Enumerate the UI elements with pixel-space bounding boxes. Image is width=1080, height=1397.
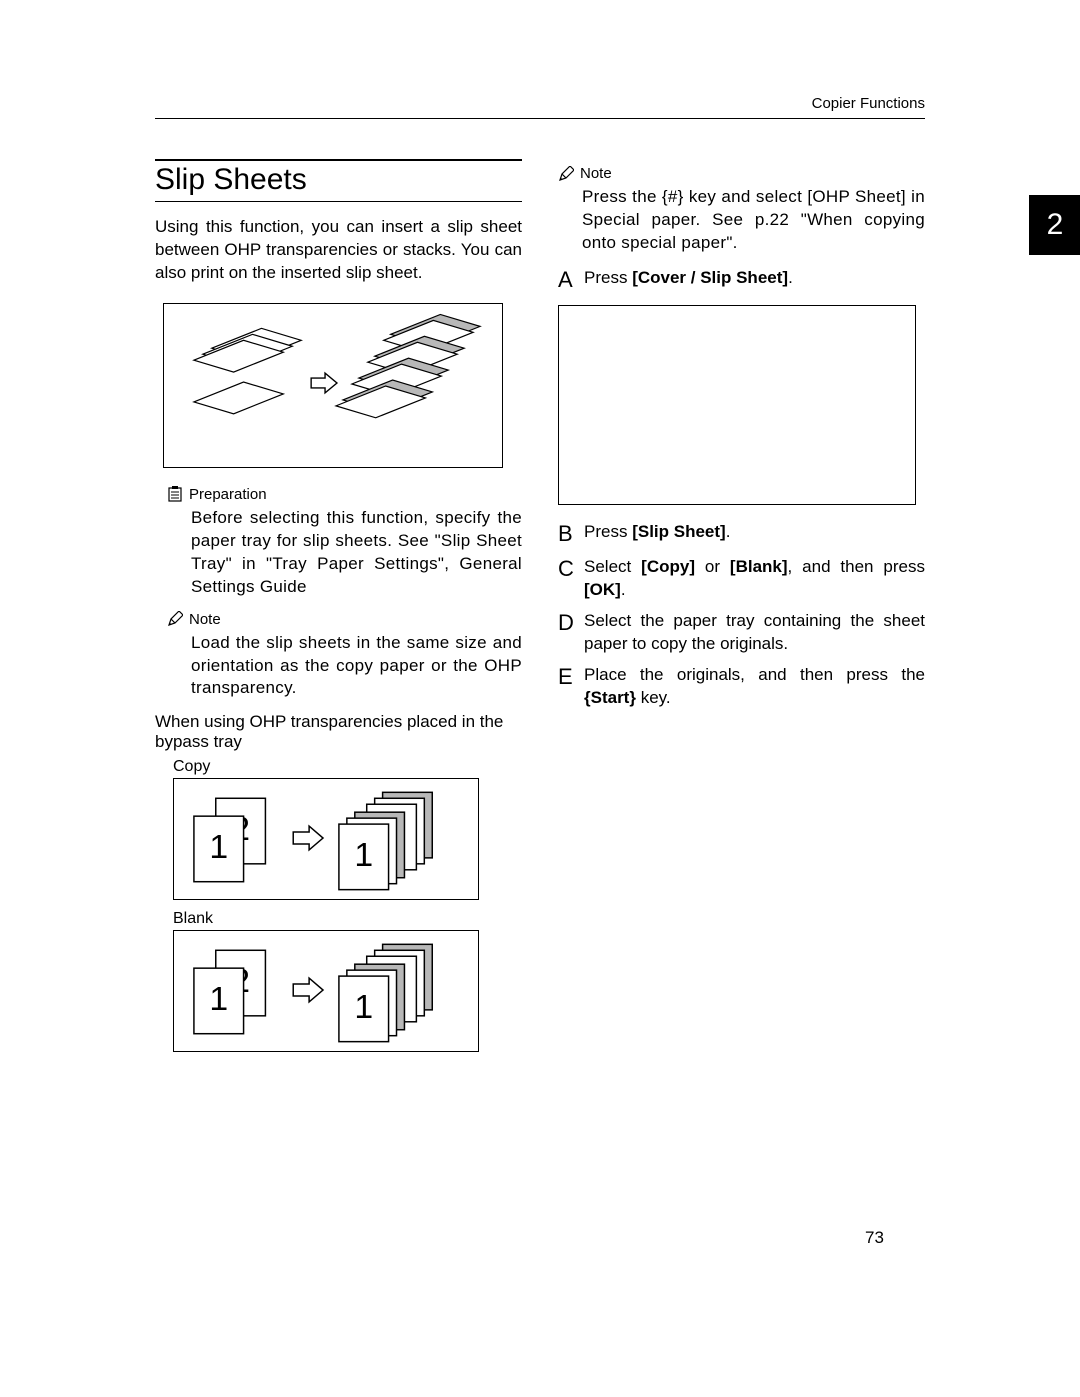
step-c: C Select [Copy] or [Blank], and then pre… bbox=[558, 556, 925, 602]
blank-mode-diagram: 2 1 2 1 bbox=[173, 930, 479, 1052]
pencil-icon bbox=[558, 166, 574, 182]
bypass-subheading: When using OHP transparencies placed in … bbox=[155, 712, 522, 752]
left-column: Slip Sheets Using this function, you can… bbox=[155, 159, 522, 1062]
step-letter-e: E bbox=[558, 662, 584, 710]
section-title: Slip Sheets bbox=[155, 159, 522, 202]
blank-mode-label: Blank bbox=[173, 910, 522, 928]
preparation-label: Preparation bbox=[189, 486, 267, 503]
copy-mode-diagram: 2 1 2 2 bbox=[173, 778, 479, 900]
step-b: B Press [Slip Sheet]. bbox=[558, 521, 925, 549]
slip-sheet-svg bbox=[174, 310, 492, 460]
note1-label: Note bbox=[189, 611, 221, 628]
note1-body: Load the slip sheets in the same size an… bbox=[191, 632, 522, 701]
page-number: 73 bbox=[865, 1228, 884, 1248]
screen-placeholder bbox=[558, 305, 916, 505]
page-content: Copier Functions Slip Sheets Using this … bbox=[155, 95, 925, 1062]
preparation-body: Before selecting this function, specify … bbox=[191, 507, 522, 599]
svg-text:1: 1 bbox=[209, 980, 228, 1018]
step-letter-d: D bbox=[558, 608, 584, 656]
chapter-tab: 2 bbox=[1029, 195, 1080, 255]
svg-text:1: 1 bbox=[209, 828, 228, 866]
slip-sheet-diagram bbox=[163, 303, 503, 468]
step-letter-c: C bbox=[558, 554, 584, 602]
copy-mode-label: Copy bbox=[173, 758, 522, 776]
note2-label: Note bbox=[580, 165, 612, 182]
pencil-icon bbox=[167, 611, 183, 627]
svg-text:1: 1 bbox=[354, 988, 373, 1026]
step-letter-a: A bbox=[558, 265, 584, 295]
note1-callout: Note bbox=[167, 611, 522, 628]
preparation-callout: Preparation bbox=[167, 486, 522, 503]
step-e: E Place the originals, and then press th… bbox=[558, 664, 925, 710]
note2-callout: Note bbox=[558, 165, 925, 182]
right-column: Note Press the {#} key and select [OHP S… bbox=[558, 159, 925, 1062]
step-a: A Press [Cover / Slip Sheet]. bbox=[558, 267, 925, 295]
note2-body: Press the {#} key and select [OHP Sheet]… bbox=[582, 186, 925, 255]
intro-paragraph: Using this function, you can insert a sl… bbox=[155, 216, 522, 285]
running-header: Copier Functions bbox=[155, 95, 925, 119]
step-letter-b: B bbox=[558, 519, 584, 549]
clipboard-icon bbox=[167, 486, 183, 502]
two-column-layout: Slip Sheets Using this function, you can… bbox=[155, 159, 925, 1062]
step-d: D Select the paper tray containing the s… bbox=[558, 610, 925, 656]
svg-text:1: 1 bbox=[354, 836, 373, 874]
